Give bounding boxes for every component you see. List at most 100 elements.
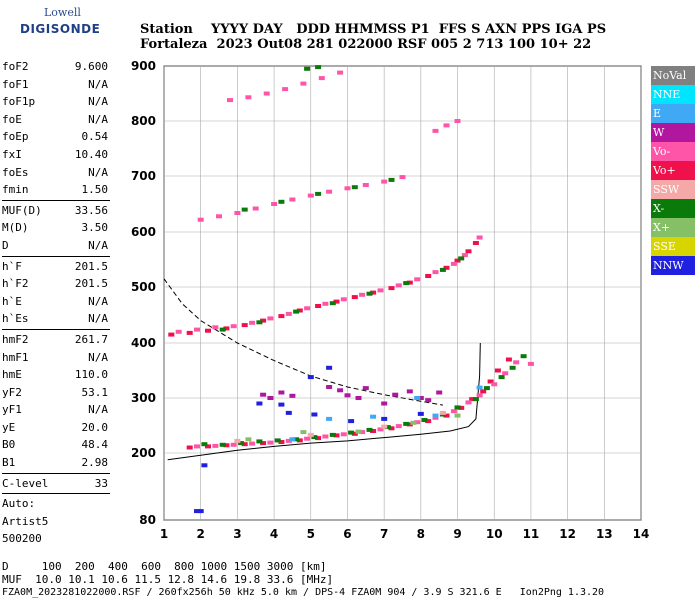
data-point (234, 438, 241, 443)
param-row: h`Es N/A (2, 310, 110, 328)
data-point (304, 436, 311, 441)
param-value: N/A (88, 238, 108, 252)
param-value: 33.56 (74, 203, 108, 217)
param-label: C-level (2, 476, 49, 490)
dashed-curve (163, 278, 443, 406)
data-point (219, 442, 226, 447)
data-point (344, 186, 351, 191)
header-line-2: Fortaleza 2023 Out08 281 022000 RSF 005 … (140, 37, 592, 52)
data-point (370, 414, 377, 419)
data-point (315, 191, 322, 196)
data-point (344, 393, 351, 398)
data-point (289, 393, 296, 398)
param-value: 0.54 (81, 130, 109, 144)
data-point (256, 320, 263, 325)
param-label: foF1p (2, 95, 36, 109)
data-point (304, 306, 311, 311)
data-point (304, 66, 311, 71)
data-point (417, 396, 424, 400)
data-point (381, 424, 388, 429)
data-point (403, 281, 410, 286)
data-point (443, 265, 450, 270)
param-label: h`F (2, 259, 22, 273)
param-value: N/A (88, 350, 108, 364)
data-point (366, 427, 373, 432)
footer-file-line: FZA0M_2023281022000.RSF / 260fx256h 50 k… (2, 587, 605, 598)
data-point (465, 249, 472, 254)
data-point (241, 323, 248, 328)
data-point (168, 332, 175, 337)
panel-separator (2, 328, 110, 330)
legend-item: E (651, 104, 695, 123)
data-point (359, 292, 366, 297)
data-point (366, 291, 373, 296)
x-tick-label: 6 (343, 527, 351, 541)
data-point (465, 400, 472, 405)
data-point (505, 357, 512, 362)
data-point (454, 119, 461, 123)
param-value: 201.5 (74, 277, 108, 291)
param-label: yE (2, 420, 16, 434)
data-point (472, 241, 479, 245)
data-point (205, 328, 211, 333)
data-point (351, 431, 358, 436)
x-tick-label: 2 (197, 527, 205, 541)
data-point (278, 440, 285, 444)
data-point (502, 371, 509, 376)
data-point (370, 429, 377, 433)
param-row: Artist5 (2, 513, 110, 531)
param-row: MUF(D) 33.56 (2, 202, 110, 220)
digisonde-logo: Lowell DIGISONDE (6, 6, 100, 40)
y-tick-label: 80 (139, 513, 156, 527)
param-label: 500200 (2, 532, 42, 546)
x-tick-label: 13 (596, 527, 613, 541)
param-label: hmF2 (2, 332, 29, 346)
data-point (315, 65, 322, 70)
x-tick-label: 14 (633, 527, 650, 541)
data-point (443, 413, 450, 418)
data-point (282, 87, 289, 92)
data-point (454, 413, 461, 418)
parameter-panel: foF2 9.600 foF1 N/A foF1p N/A foE N/A foEp 0.54 fx… (2, 58, 110, 548)
x-tick-label: 10 (486, 527, 503, 541)
param-row: yF2 53.1 (2, 384, 110, 402)
data-point (197, 509, 204, 514)
legend-item: NoVal (651, 66, 695, 85)
data-point (421, 418, 428, 422)
param-value: 2.98 (81, 456, 109, 470)
data-point (410, 420, 417, 425)
legend-item: X- (651, 199, 695, 218)
param-row: fmin 1.50 (2, 181, 110, 199)
param-row: C-level 33 (2, 475, 110, 493)
data-point (432, 270, 439, 275)
data-point (414, 277, 421, 282)
data-point (201, 442, 208, 447)
data-point (186, 445, 193, 450)
data-point (216, 214, 222, 219)
data-point (388, 286, 395, 291)
data-point (388, 426, 395, 431)
data-point (238, 441, 245, 446)
data-point (340, 297, 347, 302)
param-label: B0 (2, 438, 16, 452)
footer-distance-line: D 100 200 400 600 800 1000 1500 3000 [km… (2, 560, 327, 573)
data-point (395, 424, 402, 429)
legend-item: Vo+ (651, 161, 695, 180)
data-point (260, 392, 267, 397)
param-row: hmF1 N/A (2, 349, 110, 367)
param-value: N/A (88, 312, 108, 326)
logo-lowell-text: Lowell (44, 6, 81, 19)
data-point (194, 509, 200, 514)
data-point (476, 393, 483, 398)
data-point (414, 396, 421, 400)
legend-item: SSW (651, 180, 695, 199)
data-point (414, 420, 421, 425)
data-point (267, 396, 274, 400)
data-point (186, 330, 193, 335)
data-point (326, 385, 333, 389)
data-point (234, 211, 241, 215)
data-point (227, 98, 233, 103)
y-tick-label: 500 (131, 280, 156, 294)
param-label: yF2 (2, 385, 22, 399)
data-point (509, 365, 516, 370)
